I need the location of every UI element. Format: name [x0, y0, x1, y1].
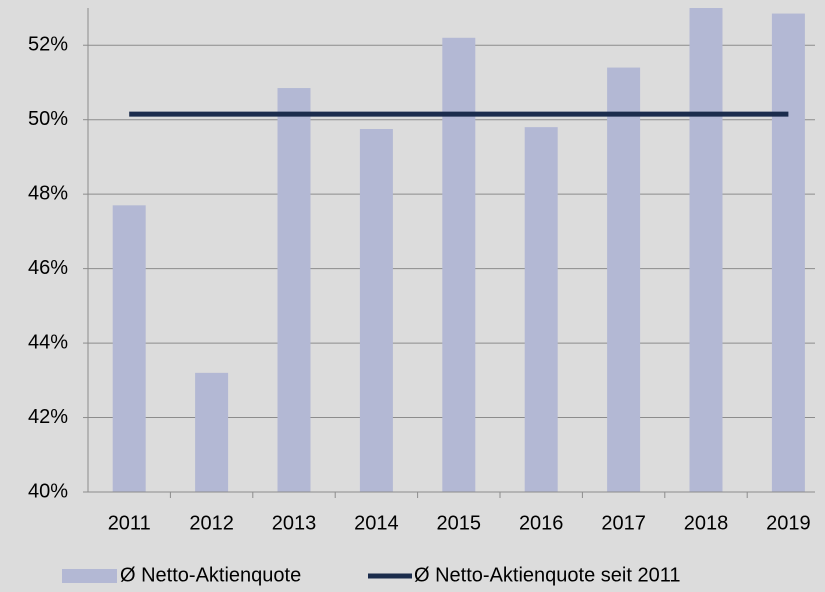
y-tick-label: 42%	[28, 406, 68, 428]
x-tick-label: 2011	[108, 512, 151, 534]
x-tick-label: 2018	[684, 512, 729, 534]
bar	[359, 129, 393, 492]
bar	[607, 67, 641, 493]
x-tick-label: 2012	[189, 512, 234, 534]
x-tick-label: 2013	[272, 512, 317, 534]
legend-label: Ø Netto-Aktienquote	[120, 564, 301, 586]
y-tick-label: 52%	[28, 34, 68, 56]
bar	[442, 37, 476, 493]
y-tick-label: 46%	[28, 257, 68, 279]
y-tick-label: 48%	[28, 182, 68, 204]
y-tick-label: 50%	[28, 108, 68, 130]
x-tick-label: 2014	[354, 512, 399, 534]
bar	[112, 205, 146, 493]
bar	[689, 8, 723, 492]
legend-swatch	[62, 569, 117, 583]
bar	[195, 372, 229, 492]
bar	[524, 127, 558, 492]
x-tick-label: 2019	[766, 512, 811, 534]
y-tick-label: 44%	[28, 331, 68, 353]
bar	[277, 88, 311, 493]
x-tick-label: 2017	[601, 512, 646, 534]
legend-label: Ø Netto-Aktienquote seit 2011	[414, 564, 680, 586]
x-tick-label: 2015	[437, 512, 482, 534]
x-tick-label: 2016	[519, 512, 564, 534]
bar	[771, 13, 805, 492]
y-tick-label: 40%	[28, 480, 68, 502]
